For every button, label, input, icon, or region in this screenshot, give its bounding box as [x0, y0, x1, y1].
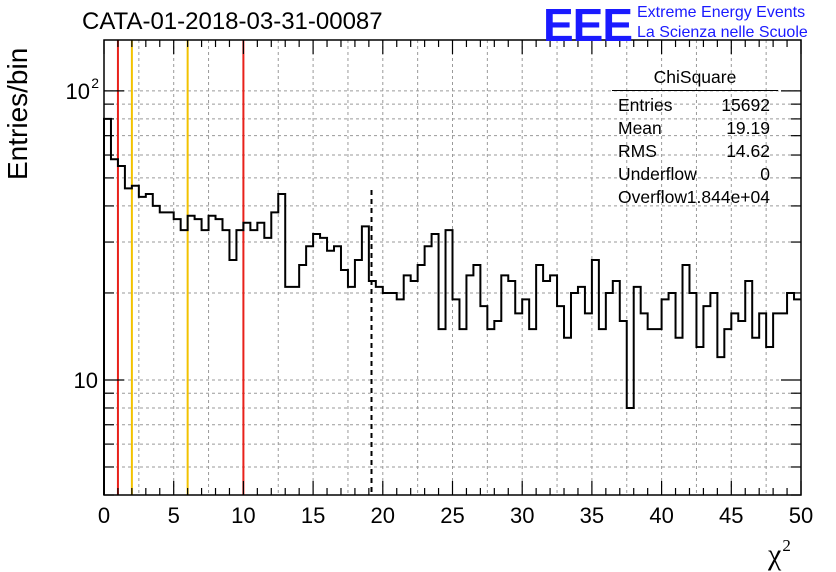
- x-tick-label: 30: [510, 503, 534, 528]
- logo-line-1: Extreme Energy Events: [637, 4, 806, 21]
- y-axis-label: Entries/bin: [2, 47, 33, 180]
- x-tick-label: 45: [719, 503, 743, 528]
- x-tick-label: 50: [789, 503, 813, 528]
- stats-value: 1.844e+04: [686, 187, 770, 207]
- x-tick-label: 20: [371, 503, 395, 528]
- stats-row: Entries 15692: [612, 94, 778, 117]
- y-tick-label-exponent: 2: [91, 75, 99, 91]
- stats-key: RMS: [618, 141, 657, 161]
- stats-key: Entries: [618, 95, 673, 115]
- x-axis-label-exponent: 2: [782, 536, 791, 555]
- y-tick-label: 10: [74, 368, 98, 393]
- stats-row: Underflow 0: [612, 163, 778, 186]
- x-tick-label: 5: [168, 503, 180, 528]
- stats-value: 14.62: [726, 141, 770, 161]
- y-tick-label: 10: [66, 79, 90, 104]
- histogram-outline: [103, 117, 801, 495]
- axis-ticks: [103, 40, 802, 496]
- stats-value: 15692: [721, 95, 770, 115]
- stats-value: 19.19: [726, 118, 770, 138]
- x-tick-label: 40: [649, 503, 673, 528]
- x-tick-label: 25: [440, 503, 464, 528]
- stats-row: RMS 14.62: [612, 140, 778, 163]
- x-axis-label: χ2: [768, 536, 791, 572]
- reference-lines: [116, 40, 373, 495]
- x-tick-label: 35: [580, 503, 604, 528]
- stats-key: Mean: [618, 118, 662, 138]
- x-axis-label-symbol: χ: [768, 538, 782, 571]
- run-title: CATA-01-2018-03-31-00087: [82, 8, 383, 35]
- x-tick-label: 15: [301, 503, 325, 528]
- stats-row: Overflow 1.844e+04: [612, 186, 778, 209]
- eee-logo: EEE: [543, 0, 633, 51]
- logo-line-2: La Scienza nelle Scuole: [637, 24, 808, 41]
- x-tick-label: 10: [231, 503, 255, 528]
- stats-box: ChiSquare Entries 15692 Mean 19.19 RMS 14.6…: [612, 66, 778, 209]
- stats-row: Mean 19.19: [612, 117, 778, 140]
- grid-lines: [104, 40, 801, 495]
- stats-value: 0: [760, 164, 770, 184]
- stats-box-title: ChiSquare: [612, 66, 778, 91]
- stats-key: Underflow: [618, 164, 697, 184]
- stats-key: Overflow: [618, 187, 688, 207]
- x-tick-label: 0: [98, 503, 110, 528]
